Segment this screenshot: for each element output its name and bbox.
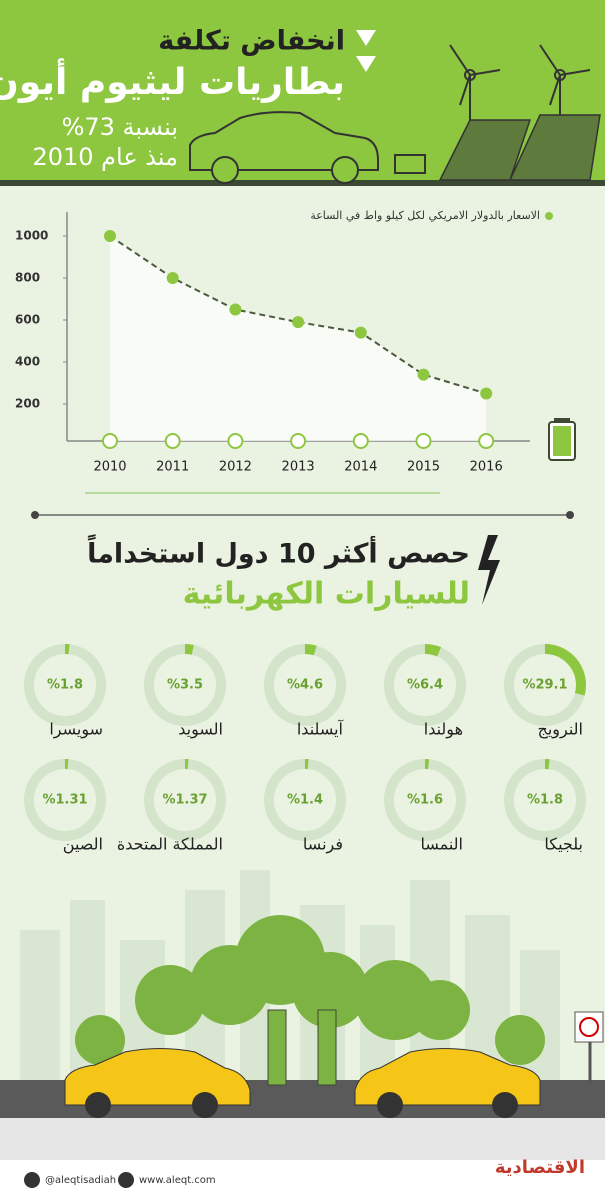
section-subtitle: للسيارات الكهربائية	[183, 577, 470, 612]
header-subtitle: منذ عام 2010	[32, 143, 178, 171]
website: www.aleqt.com	[139, 1175, 216, 1186]
y-tick-label: 200	[15, 397, 40, 411]
country-label: بلجيكا	[544, 835, 583, 854]
car-icon	[189, 111, 426, 184]
point	[292, 316, 305, 329]
parking-sign	[574, 1011, 604, 1085]
country-label: هولندا	[424, 720, 463, 740]
country-label: النرويج	[538, 720, 583, 740]
x-tick	[352, 433, 369, 449]
header-rule	[0, 180, 605, 186]
legend-label: الاسعار بالدولار الامريكي لكل كيلو واط ف…	[310, 209, 540, 222]
header-title: بطاريات ليثيوم أيون	[0, 58, 345, 103]
country-label: المملكة المتحدة	[117, 835, 223, 854]
value-label: %1.8	[47, 678, 83, 693]
car-right	[354, 1048, 541, 1118]
header-title: انخفاض تكلفة	[158, 26, 345, 57]
value-label: %1.6	[407, 793, 443, 808]
value-label: %1.37	[162, 793, 207, 808]
x-tick-label: 2011	[156, 460, 189, 475]
triangle-icon	[356, 30, 376, 46]
y-tick-label: 600	[15, 313, 40, 327]
ring-arc	[24, 759, 106, 841]
y-tick-label: 400	[15, 355, 40, 369]
ring-arc	[384, 759, 466, 841]
x-tick-label: 2013	[282, 460, 315, 475]
x-tick	[290, 433, 307, 449]
charging-stations	[267, 1009, 337, 1086]
twitter-handle: @aleqtisadiah	[45, 1175, 116, 1186]
section-title: حصص أكثر 10 دول استخداماً	[87, 534, 470, 570]
value-label: %29.1	[522, 678, 567, 693]
ring-arc	[384, 644, 466, 726]
ring-arc	[264, 644, 346, 726]
web-icon	[118, 1172, 134, 1188]
battery-icon	[548, 418, 576, 461]
country-label: النمسا	[420, 835, 463, 854]
y-tick-label: 1000	[15, 229, 48, 243]
twitter-icon	[24, 1172, 40, 1188]
value-label: %3.5	[167, 678, 203, 693]
x-tick-label: 2012	[219, 460, 252, 475]
point	[417, 368, 430, 381]
x-tick-label: 2014	[344, 460, 377, 475]
divider-end	[566, 511, 574, 519]
header-subtitle: بنسبة 73%	[62, 113, 178, 141]
trees	[75, 915, 545, 1065]
value-label: %6.4	[407, 678, 443, 693]
x-tick	[227, 433, 244, 449]
ring-arc	[144, 759, 226, 841]
sidewalk	[0, 1118, 605, 1160]
ring-arc	[504, 759, 586, 841]
value-label: %1.31	[42, 793, 87, 808]
bolt-icon	[478, 535, 500, 605]
x-tick	[478, 433, 495, 449]
x-tick	[102, 433, 118, 449]
x-tick-label: 2010	[93, 460, 126, 475]
x-tick-label: 2016	[470, 460, 503, 475]
country-label: فرنسا	[303, 835, 343, 855]
x-tick	[415, 433, 432, 449]
car-left	[64, 1048, 251, 1118]
point	[166, 272, 179, 284]
legend-marker	[545, 212, 553, 220]
y-tick-label: 800	[15, 271, 40, 285]
ring-arc	[504, 644, 586, 726]
divider-end	[31, 511, 39, 519]
country-label: سويسرا	[49, 720, 103, 740]
x-tick-label: 2015	[407, 460, 440, 475]
value-label: %1.8	[527, 793, 563, 808]
value-label: %1.4	[287, 793, 323, 808]
country-label: السويد	[178, 720, 223, 740]
wind-turbines	[449, 44, 591, 180]
solar-panels	[438, 114, 601, 181]
value-label: %4.6	[287, 678, 323, 693]
point	[354, 326, 367, 339]
area	[110, 236, 487, 441]
logo: الاقتصادية	[495, 1157, 585, 1178]
ring-arc	[144, 644, 226, 726]
footer-band	[0, 1160, 605, 1200]
country-label: الصين	[63, 835, 103, 855]
ring-arc	[24, 644, 106, 726]
x-tick	[164, 433, 181, 449]
point	[229, 303, 242, 316]
ring-arc	[264, 759, 346, 841]
country-label: آيسلندا	[297, 720, 345, 739]
point	[104, 230, 116, 242]
point	[480, 387, 493, 400]
triangle-icon	[356, 56, 376, 72]
